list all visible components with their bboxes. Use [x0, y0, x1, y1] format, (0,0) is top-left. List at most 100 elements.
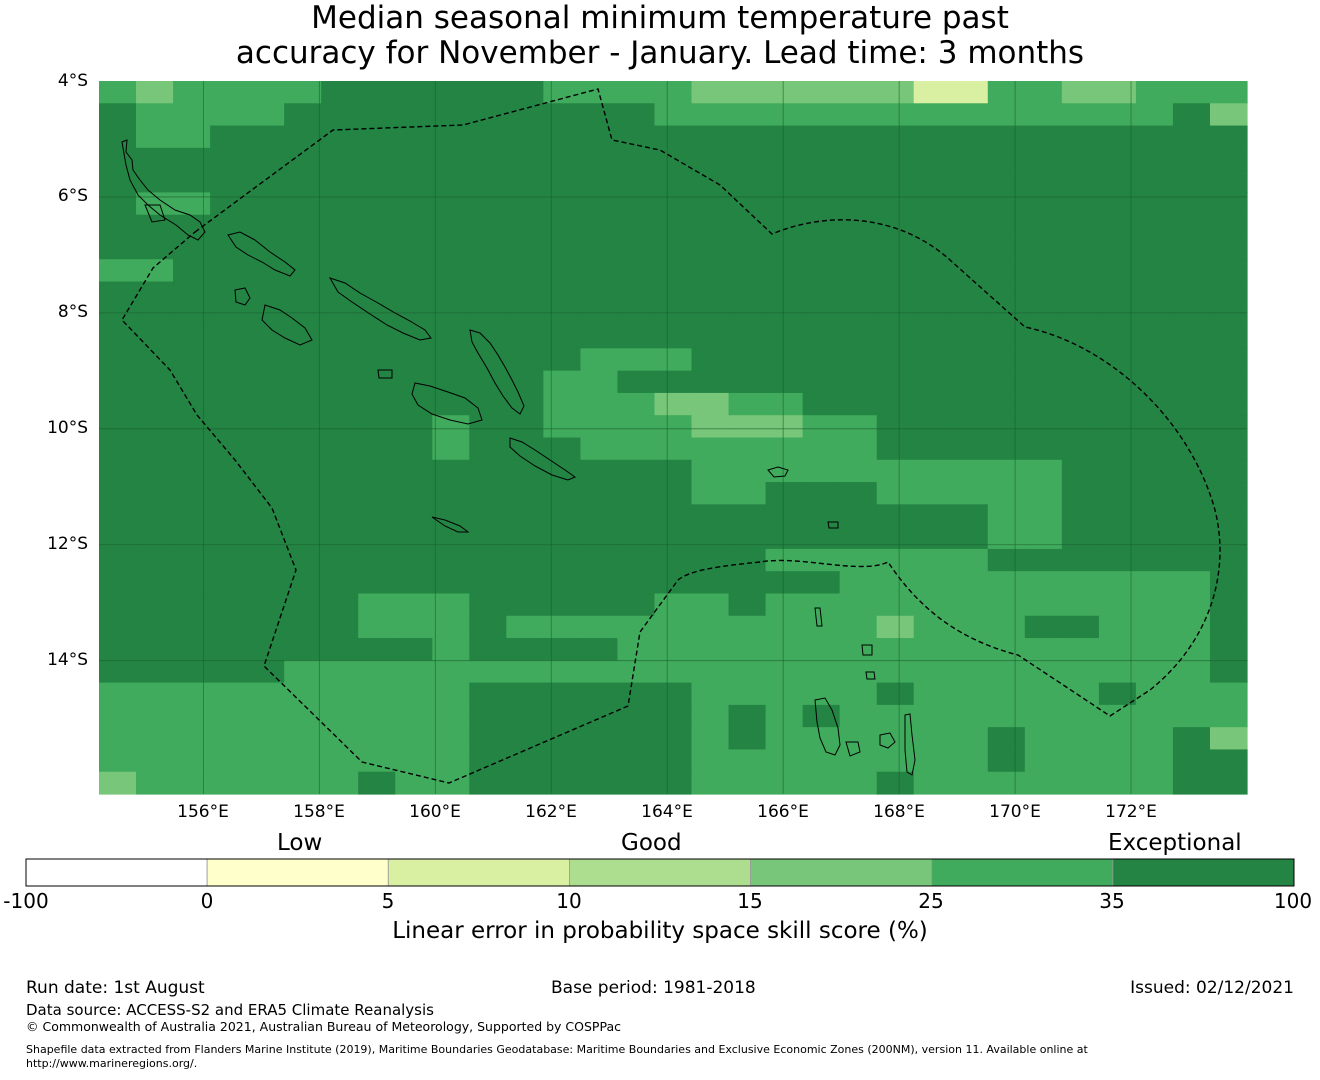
grid-cell: [580, 236, 619, 260]
grid-cell: [913, 593, 952, 617]
lon-label-160e: 160°E: [409, 802, 461, 822]
grid-cell: [617, 571, 656, 595]
grid-cell: [469, 303, 507, 327]
grid-cell: [173, 147, 211, 171]
grid-cell: [210, 437, 248, 461]
grid-cell: [136, 571, 174, 595]
grid-cell: [580, 682, 619, 706]
grid-cell: [580, 192, 619, 216]
grid-cell: [469, 103, 507, 127]
grid-cell: [728, 526, 767, 550]
grid-cell: [839, 615, 878, 639]
grid-cell: [543, 392, 582, 416]
grid-cell: [580, 81, 619, 104]
grid-cell: [321, 727, 359, 751]
grid-cell: [469, 415, 507, 439]
grid-cell: [580, 727, 619, 751]
grid-cell: [802, 704, 841, 728]
grid-cell: [173, 526, 211, 550]
grid-cell: [691, 593, 730, 617]
grid-cell: [543, 504, 582, 528]
grid-cell: [99, 214, 137, 238]
grid-cell: [1209, 236, 1248, 260]
category-exceptional: Exceptional: [1108, 830, 1242, 856]
grid-cell: [1098, 236, 1137, 260]
grid-cell: [1172, 593, 1211, 617]
grid-cell: [395, 103, 433, 127]
grid-cell: [432, 638, 470, 661]
grid-cell: [99, 125, 137, 149]
grid-cell: [913, 526, 952, 550]
grid-cell: [210, 504, 248, 528]
colorbar-segment: [569, 858, 751, 887]
grid-cell: [876, 727, 915, 751]
grid-cell: [1098, 660, 1137, 684]
grid-cell: [358, 214, 396, 238]
grid-cell: [506, 103, 544, 127]
grid-cell: [950, 704, 989, 728]
category-good: Good: [621, 830, 682, 856]
grid-cell: [580, 125, 619, 149]
grid-cell: [173, 571, 211, 595]
grid-cell: [654, 192, 693, 216]
grid-cell: [247, 682, 285, 706]
grid-cell: [1172, 326, 1211, 349]
grid-cell: [321, 593, 359, 617]
grid-cell: [1024, 214, 1063, 238]
grid-cell: [654, 415, 693, 439]
grid-cell: [617, 370, 656, 394]
grid-cell: [1135, 771, 1174, 795]
colorbar-tick: 35: [1099, 889, 1125, 913]
grid-cell: [1135, 571, 1174, 595]
grid-cell: [765, 459, 804, 483]
grid-cell: [1209, 504, 1248, 528]
grid-cell: [987, 303, 1026, 327]
grid-cell: [543, 727, 582, 751]
grid-cell: [617, 727, 656, 751]
grid-cell: [876, 459, 915, 483]
grid-cell: [1024, 749, 1063, 773]
grid-cell: [913, 548, 952, 572]
grid-cell: [284, 214, 322, 238]
grid-cell: [284, 192, 322, 216]
grid-cell: [691, 704, 730, 728]
grid-cell: [950, 259, 989, 283]
grid-cell: [136, 593, 174, 617]
grid-cell: [1209, 170, 1248, 194]
grid-cell: [1135, 125, 1174, 149]
grid-cell: [950, 437, 989, 461]
grid-cell: [876, 236, 915, 260]
grid-cell: [1135, 504, 1174, 528]
grid-cell: [173, 326, 211, 349]
grid-cell: [247, 704, 285, 728]
grid-cell: [1024, 548, 1063, 572]
grid-cell: [802, 459, 841, 483]
grid-cell: [1135, 459, 1174, 483]
island-malekula: [879, 732, 896, 749]
grid-cell: [432, 482, 470, 505]
grid-cell: [1172, 548, 1211, 572]
island-rennell: [431, 516, 470, 533]
grid-cell: [284, 281, 322, 305]
grid-cell: [1024, 192, 1063, 216]
grid-cell: [654, 348, 693, 372]
grid-cell: [691, 437, 730, 461]
lon-label-162e: 162°E: [525, 802, 577, 822]
grid-cell: [950, 660, 989, 684]
grid-cell: [99, 103, 137, 127]
grid-cell: [839, 147, 878, 171]
grid-cell: [654, 660, 693, 684]
grid-cell: [654, 615, 693, 639]
grid-cell: [395, 192, 433, 216]
grid-cell: [1098, 727, 1137, 751]
grid-cell: [802, 727, 841, 751]
grid-cell: [506, 593, 544, 617]
grid-cell: [765, 593, 804, 617]
grid-cell: [1135, 660, 1174, 684]
grid-cell: [839, 214, 878, 238]
grid-cell: [765, 81, 804, 104]
grid-cell: [247, 749, 285, 773]
grid-cell: [765, 437, 804, 461]
grid-cell: [321, 482, 359, 505]
grid-cell: [99, 548, 137, 572]
